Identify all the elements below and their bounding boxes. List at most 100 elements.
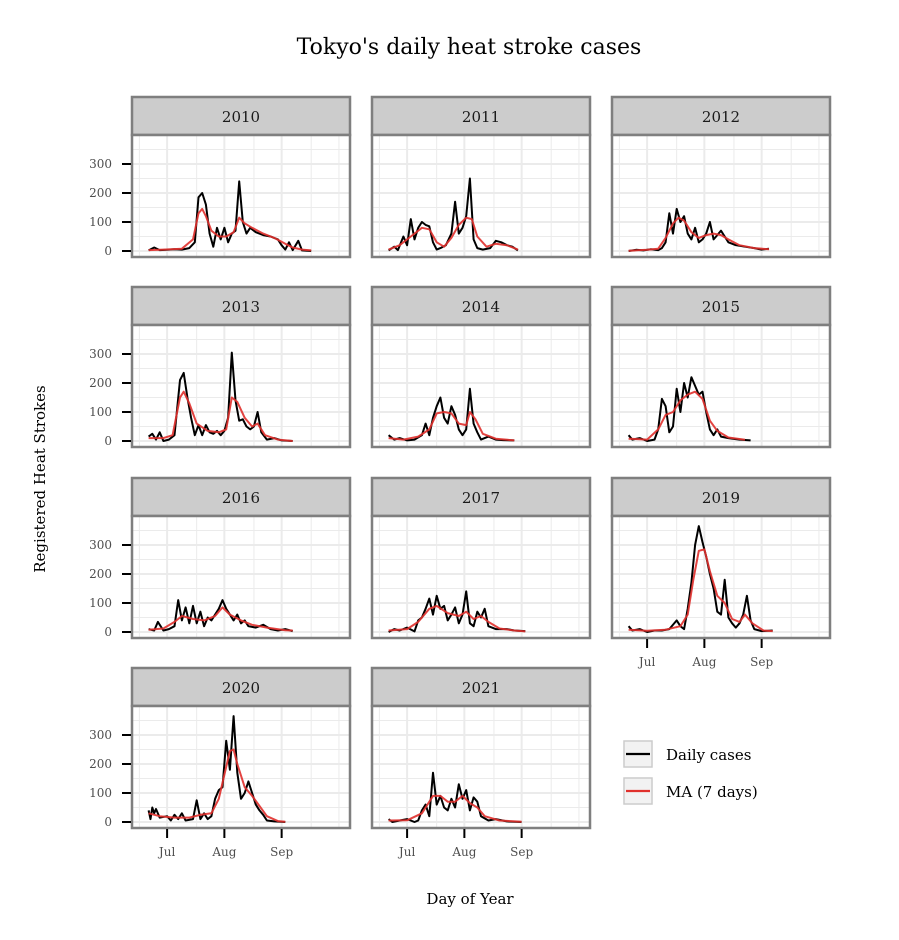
series-line-ma-2012 — [628, 216, 770, 252]
panel-border — [610, 323, 832, 449]
y-tick-label: 100 — [89, 405, 112, 419]
y-tick-label: 300 — [89, 157, 112, 171]
panel-border — [370, 133, 592, 259]
x-tick-label: Aug — [691, 655, 716, 669]
panel-strip — [370, 476, 592, 518]
panel-2015: 2015 — [610, 285, 832, 449]
panel-strip-label: 2012 — [702, 108, 740, 126]
series-line-daily-2011 — [388, 177, 519, 252]
panel-strip-label: 2014 — [462, 298, 500, 316]
panel-2019: 2019 Jul Aug Sep — [610, 476, 832, 669]
panel-strip — [610, 476, 832, 518]
panel-2020: 2020 0 100 200 300 Jul Aug Sep — [89, 666, 352, 859]
x-tick-label: Aug — [451, 845, 476, 859]
panel-border — [130, 704, 352, 830]
panel-plot-area — [612, 135, 830, 257]
panel-strip-label: 2015 — [702, 298, 740, 316]
y-tick-label: 0 — [104, 434, 112, 448]
series-line-ma-2013 — [148, 390, 293, 442]
panel-grid — [612, 516, 830, 638]
panel-plot-area — [612, 325, 830, 447]
series-line-ma-2010 — [148, 207, 312, 252]
facet-panels: 2010 0 100 200 300 2011 2012 2013 0 100 200 300 2014… — [89, 95, 832, 859]
panel-2016: 2016 0 100 200 300 — [89, 476, 352, 640]
x-axis-title: Day of Year — [426, 890, 514, 908]
x-tick-label: Sep — [270, 845, 293, 859]
panel-strip — [370, 666, 592, 708]
series-line-ma-2021 — [388, 794, 522, 823]
y-tick-label: 200 — [89, 186, 112, 200]
y-tick-label: 200 — [89, 567, 112, 581]
x-tick-label: Sep — [750, 655, 773, 669]
x-tick-label: Sep — [510, 845, 533, 859]
legend: Daily cases MA (7 days) — [623, 740, 758, 805]
panel-grid — [372, 135, 590, 257]
panel-strip-label: 2019 — [702, 489, 740, 507]
series-line-ma-2014 — [388, 411, 515, 442]
panel-2010: 2010 0 100 200 300 — [89, 95, 352, 259]
series-line-ma-2020 — [148, 748, 286, 823]
y-tick-label: 300 — [89, 728, 112, 742]
x-tick-label: Jul — [157, 845, 176, 859]
panel-strip — [130, 285, 352, 327]
panel-grid — [372, 706, 590, 828]
panel-strip-label: 2016 — [222, 489, 260, 507]
x-tick-label: Aug — [211, 845, 236, 859]
panel-grid — [372, 516, 590, 638]
legend-label-ma: MA (7 days) — [666, 783, 758, 801]
y-tick-label: 200 — [89, 757, 112, 771]
panel-grid — [612, 325, 830, 447]
panel-strip-label: 2021 — [462, 679, 500, 697]
panel-2011: 2011 — [370, 95, 592, 259]
panel-border — [130, 514, 352, 640]
panel-2013: 2013 0 100 200 300 — [89, 285, 352, 449]
series-line-ma-2011 — [388, 216, 519, 251]
panel-2021: 2021 Jul Aug Sep — [370, 666, 592, 859]
panel-plot-area — [132, 706, 350, 828]
series-line-daily-2012 — [628, 207, 770, 252]
y-tick-label: 0 — [104, 244, 112, 258]
panel-grid — [132, 516, 350, 638]
panel-plot-area — [132, 325, 350, 447]
y-tick-label: 0 — [104, 625, 112, 639]
panel-2012: 2012 — [610, 95, 832, 259]
chart-title: Tokyo's daily heat stroke cases — [297, 35, 642, 60]
y-tick-label: 100 — [89, 596, 112, 610]
y-tick-label: 200 — [89, 376, 112, 390]
panel-strip-label: 2010 — [222, 108, 260, 126]
panel-plot-area — [372, 706, 590, 828]
panel-grid — [372, 325, 590, 447]
series-line-ma-2017 — [388, 604, 526, 633]
panel-strip — [610, 95, 832, 137]
panel-strip-label: 2017 — [462, 489, 500, 507]
panel-grid — [612, 135, 830, 257]
panel-plot-area — [612, 516, 830, 638]
y-tick-label: 300 — [89, 347, 112, 361]
y-tick-label: 100 — [89, 215, 112, 229]
panel-border — [610, 133, 832, 259]
x-tick-label: Jul — [637, 655, 656, 669]
legend-label-daily: Daily cases — [666, 746, 751, 764]
y-axis-title: Registered Heat Strokes — [31, 385, 49, 572]
x-tick-label: Jul — [397, 845, 416, 859]
y-tick-label: 100 — [89, 786, 112, 800]
series-line-daily-2014 — [387, 387, 515, 442]
panel-border — [370, 704, 592, 830]
panel-strip — [130, 95, 352, 137]
series-line-ma-2016 — [148, 606, 293, 632]
panel-border — [370, 514, 592, 640]
panel-strip-label: 2013 — [222, 298, 260, 316]
panel-border — [610, 514, 832, 640]
panel-plot-area — [372, 516, 590, 638]
y-tick-label: 300 — [89, 538, 112, 552]
series-line-ma-2015 — [628, 390, 746, 441]
panel-border — [370, 323, 592, 449]
panel-border — [130, 323, 352, 449]
series-line-ma-2019 — [628, 548, 773, 633]
panel-border — [130, 133, 352, 259]
panel-2017: 2017 — [370, 476, 592, 640]
panel-strip — [610, 285, 832, 327]
panel-strip-label: 2020 — [222, 679, 260, 697]
panel-strip — [130, 666, 352, 708]
